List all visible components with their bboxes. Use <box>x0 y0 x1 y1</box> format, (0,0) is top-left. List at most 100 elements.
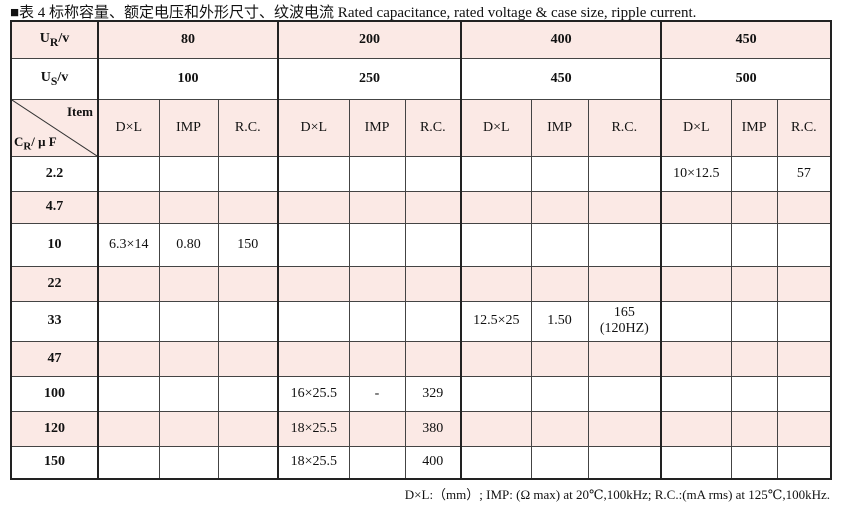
diagonal-line <box>12 100 97 156</box>
table-row: US/v 100 250 450 500 <box>10 57 832 100</box>
cell <box>348 340 406 377</box>
cell-line: 165 <box>613 305 635 320</box>
cell <box>217 190 279 224</box>
symbol: U <box>40 69 51 85</box>
cell <box>530 155 589 192</box>
cell: 329 <box>404 375 462 412</box>
capacitance: 150 <box>10 445 99 480</box>
cell <box>348 222 406 267</box>
cell <box>460 410 532 447</box>
cell <box>776 222 832 267</box>
capacitance: 10 <box>10 222 99 267</box>
voltage-value: 450 <box>460 57 662 100</box>
cell <box>776 410 832 447</box>
cell <box>660 265 732 302</box>
cell <box>530 445 589 480</box>
cell <box>530 375 589 412</box>
cell <box>660 340 732 377</box>
cell: 10×12.5 <box>660 155 732 192</box>
voltage-value: 80 <box>96 20 279 59</box>
cell <box>404 340 462 377</box>
cell <box>277 190 350 224</box>
cell <box>158 445 219 480</box>
diagonal <box>12 100 97 156</box>
cell <box>460 155 532 192</box>
item-header: Item CR/ μ F <box>10 98 99 157</box>
cell <box>217 445 279 480</box>
cell <box>460 375 532 412</box>
cell <box>460 265 532 302</box>
symbol: U <box>39 30 50 46</box>
cell <box>730 222 778 267</box>
column-header: IMP <box>158 98 219 157</box>
cell <box>404 155 462 192</box>
cell <box>217 265 279 302</box>
table-row: 100 16×25.5-329 <box>10 375 832 412</box>
subscript: R <box>23 140 32 153</box>
cell <box>530 190 589 224</box>
cell: 400 <box>404 445 462 480</box>
cell <box>97 375 160 412</box>
cell <box>730 410 778 447</box>
cell <box>348 445 406 480</box>
cell <box>217 155 279 192</box>
voltage-value: 200 <box>277 20 462 59</box>
cell <box>277 222 350 267</box>
cell <box>348 155 406 192</box>
cell <box>460 222 532 267</box>
cell <box>348 265 406 302</box>
cell <box>217 340 279 377</box>
column-header: IMP <box>730 98 778 157</box>
column-header: IMP <box>530 98 589 157</box>
table-row: 120 18×25.5 380 <box>10 410 832 447</box>
unit: /v <box>58 30 70 46</box>
cell <box>460 190 532 224</box>
cell <box>158 300 219 342</box>
cell <box>730 155 778 192</box>
cell <box>730 340 778 377</box>
cell <box>348 300 406 342</box>
cell <box>158 410 219 447</box>
capacitance: 4.7 <box>10 190 99 224</box>
cell <box>158 265 219 302</box>
column-header: D×L <box>460 98 532 157</box>
cell: 1.50 <box>530 300 589 342</box>
cell <box>217 375 279 412</box>
cell <box>217 300 279 342</box>
cell <box>217 410 279 447</box>
cell: 150 <box>217 222 279 267</box>
cell <box>776 375 832 412</box>
cell: 16×25.5 <box>277 375 350 412</box>
capacitance: 47 <box>10 340 99 377</box>
cell <box>277 265 350 302</box>
symbol: C <box>14 133 24 149</box>
cell <box>404 265 462 302</box>
cell <box>587 445 662 480</box>
capacitance-table: UR/v 80 200 400 450 US/v 100 250 450 500 Item CR/ μ… <box>10 20 833 480</box>
cell: 18×25.5 <box>277 410 350 447</box>
capacitance: 2.2 <box>10 155 99 192</box>
table-row: 150 18×25.5 400 <box>10 445 832 480</box>
table-row: 33 12.5×25 1.50 165 (120HZ) <box>10 300 832 342</box>
cell-line: (120HZ) <box>599 321 649 336</box>
cell <box>158 375 219 412</box>
column-header: IMP <box>348 98 406 157</box>
cell <box>97 190 160 224</box>
capacitance-label: CR/ μ F <box>14 134 57 153</box>
cell <box>660 300 732 342</box>
cell <box>730 375 778 412</box>
cell <box>587 155 662 192</box>
cell <box>660 190 732 224</box>
cell: 165 (120HZ) <box>587 300 662 342</box>
cell <box>158 340 219 377</box>
capacitance: 33 <box>10 300 99 342</box>
table-row: 22 <box>10 265 832 302</box>
cell <box>776 190 832 224</box>
column-header: R.C. <box>404 98 462 157</box>
table-row: UR/v 80 200 400 450 <box>10 20 832 59</box>
voltage-value: 100 <box>96 57 279 100</box>
row-header: UR/v <box>10 20 99 59</box>
cell <box>776 340 832 377</box>
cell <box>730 445 778 480</box>
cell <box>277 155 350 192</box>
